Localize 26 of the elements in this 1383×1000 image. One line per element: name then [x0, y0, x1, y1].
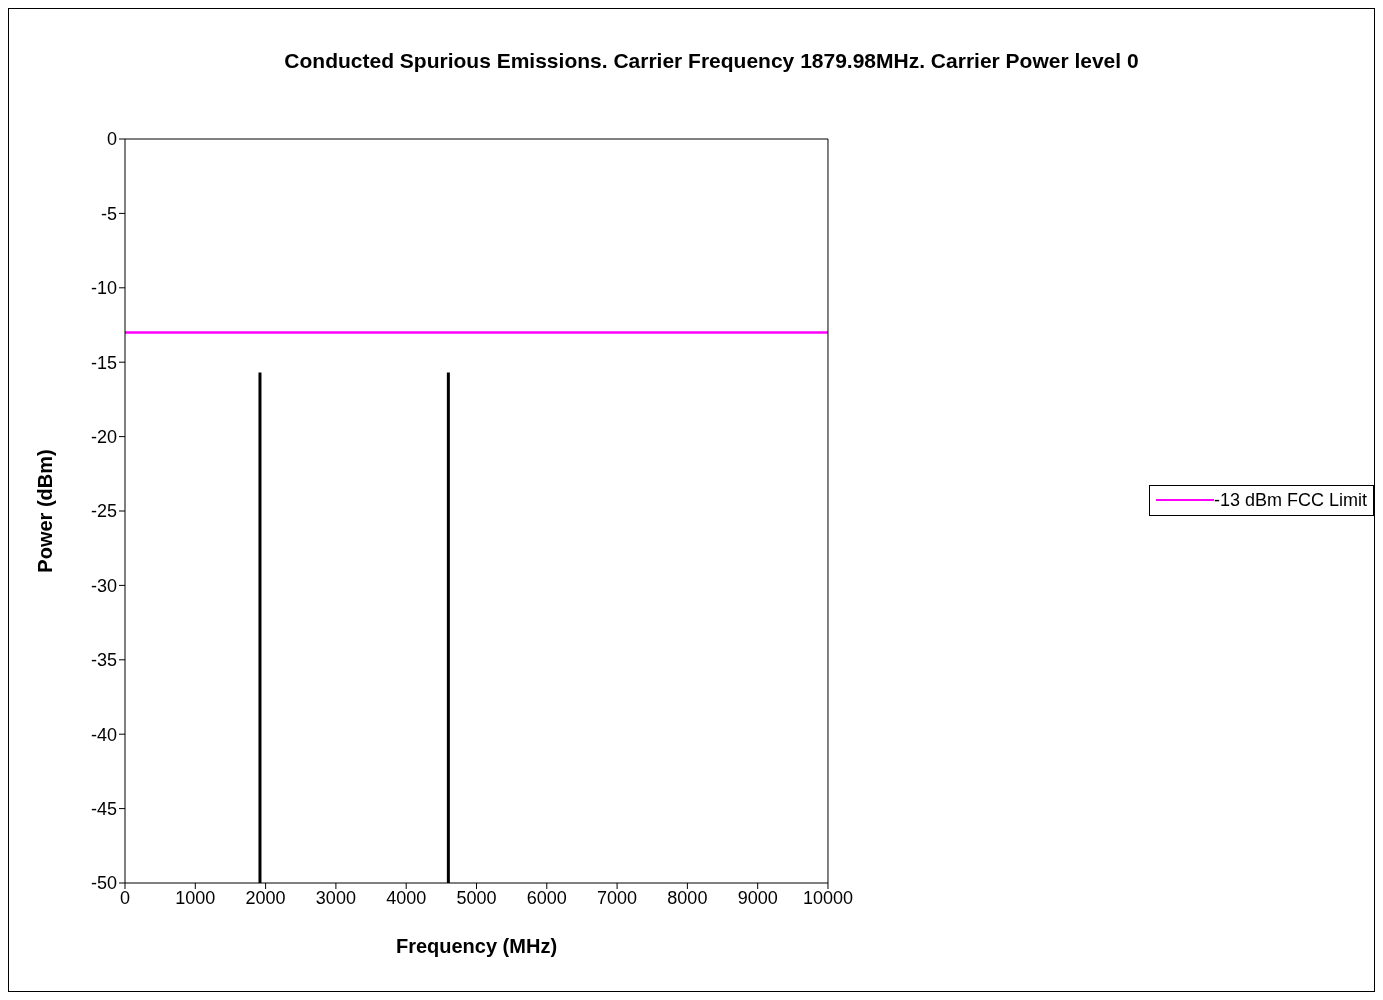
y-tick-label: -25 — [90, 501, 117, 522]
y-tick-label: -15 — [90, 352, 117, 373]
y-tick-label: -10 — [90, 278, 117, 299]
y-tick-label: -5 — [100, 203, 117, 224]
x-axis-title: Frequency (MHz) — [395, 935, 558, 957]
x-tick-label: 3000 — [315, 887, 356, 908]
x-tick-label: 7000 — [597, 887, 638, 908]
x-tick-label: 5000 — [456, 887, 497, 908]
y-tick-label: -40 — [90, 724, 117, 745]
x-tick-label: 10000 — [802, 887, 853, 908]
y-tick-label: -30 — [90, 575, 117, 596]
x-tick-label: 0 — [119, 887, 131, 908]
x-tick-label: 4000 — [386, 887, 427, 908]
y-tick-label: 0 — [106, 129, 117, 150]
y-tick-label: -35 — [90, 650, 117, 671]
legend-label: -13 dBm FCC Limit — [1213, 489, 1367, 511]
x-tick-label: 1000 — [175, 887, 216, 908]
x-tick-label: 2000 — [245, 887, 286, 908]
y-tick-label: -50 — [90, 873, 117, 894]
y-tick-label: -20 — [90, 426, 117, 447]
x-tick-label: 9000 — [737, 887, 778, 908]
x-tick-label: 8000 — [667, 887, 708, 908]
y-tick-label: -45 — [90, 798, 117, 819]
chart-title: Conducted Spurious Emissions. Carrier Frequency 1879.98MHz. Carrier Power level 0 — [283, 49, 1140, 73]
x-tick-label: 6000 — [526, 887, 567, 908]
y-axis-title: Power (dBm) — [34, 449, 57, 573]
